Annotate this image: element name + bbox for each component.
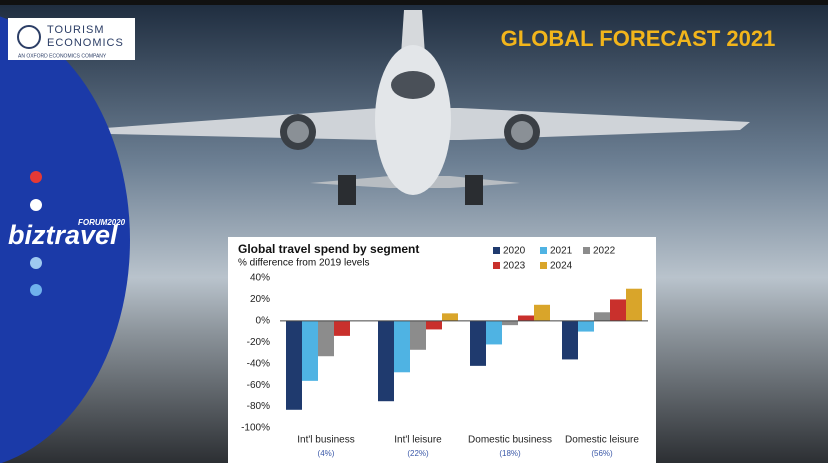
y-tick-label: -60% [247,380,270,391]
bar [410,320,426,350]
legend-swatch [540,262,547,269]
x-tick-label: Domestic business [468,435,552,446]
x-tick-label: Int'l leisure [394,435,442,446]
bar [518,315,534,321]
headline: GLOBAL FORECAST 2021 [501,26,776,51]
top-bar [0,0,828,5]
legend-label: 2020 [503,246,526,257]
bar [626,288,642,321]
bar [334,320,350,336]
x-tick-label: Int'l business [297,435,355,446]
bar [394,320,410,373]
dot [30,199,42,211]
y-tick-label: 0% [256,315,271,326]
bar [486,320,502,345]
bar [426,320,442,330]
chart-title: Global travel spend by segment [238,242,419,256]
y-tick-label: 20% [250,294,270,305]
bar [442,313,458,321]
x-tick-note: (4%) [318,449,335,458]
dot [30,284,42,296]
logo-line: ECONOMICS [47,37,124,49]
brand-badge: FORUM2020 [78,218,126,227]
x-tick-note: (56%) [591,449,613,458]
logo-line: TOURISM [47,24,105,36]
legend-label: 2022 [593,246,616,257]
dot [30,171,42,183]
logo-box [8,18,135,60]
bar [534,304,550,321]
brand-name: biztravel [8,220,118,250]
bar [286,320,302,410]
y-tick-label: -80% [247,401,270,412]
bar [302,320,318,381]
legend-label: 2021 [550,246,573,257]
y-tick-label: 40% [250,273,270,284]
y-tick-label: -40% [247,358,270,369]
y-tick-label: -100% [241,423,270,434]
legend-swatch [540,247,547,254]
x-tick-label: Domestic leisure [565,435,639,446]
legend-swatch [493,247,500,254]
brand-shape [0,16,130,464]
legend-label: 2023 [503,261,526,272]
dot [30,257,42,269]
bar [470,320,486,366]
x-tick-note: (18%) [499,449,521,458]
bar [378,320,394,402]
chart-subtitle: % difference from 2019 levels [238,258,370,269]
bar [578,320,594,332]
logo-tagline: AN OXFORD ECONOMICS COMPANY [18,53,107,59]
logo-icon [17,25,41,49]
bar [610,299,626,321]
bar [502,320,518,326]
x-tick-note: (22%) [407,449,429,458]
bar [594,312,610,321]
legend-swatch [583,247,590,254]
airplane [105,10,750,205]
legend-swatch [493,262,500,269]
legend-label: 2024 [550,261,573,272]
bar [318,320,334,357]
y-tick-label: -20% [247,337,270,348]
bar [562,320,578,360]
